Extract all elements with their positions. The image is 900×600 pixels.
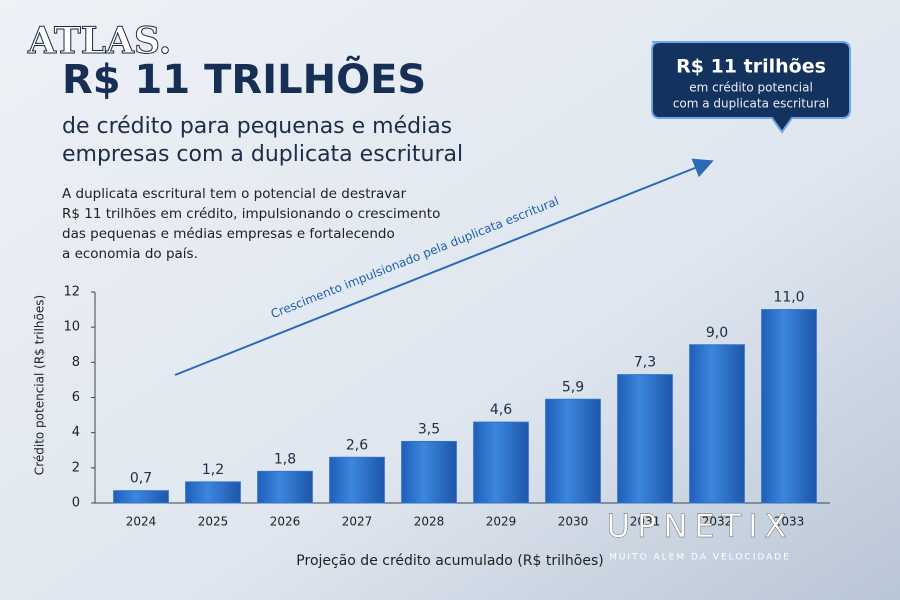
callout-line: em crédito potencial (689, 81, 813, 95)
x-tick-label: 2033 (774, 515, 805, 529)
y-axis-label: Crédito potencial (R$ trilhões) (33, 295, 47, 475)
value-label: 4,6 (490, 402, 512, 418)
watermark-tagline: MUITO ALÉM DA VELOCIDADE (609, 551, 791, 563)
plot: 0 2 4 6 8 10 12 2024 0,7 2025 1,2 2026 1,8 2027 2,6 202… (63, 285, 817, 529)
value-label: 0,7 (130, 471, 152, 487)
bar (257, 470, 313, 504)
y-tick-label: 8 (72, 355, 80, 370)
x-tick-label: 2032 (702, 515, 733, 529)
bar (473, 421, 529, 504)
trend-arrow (174, 158, 714, 376)
value-label: 1,2 (202, 462, 224, 478)
callout-title: R$ 11 trilhões (676, 56, 826, 78)
x-tick-label: 2024 (126, 515, 157, 529)
subtitle-line: de crédito para pequenas e médias (62, 114, 452, 139)
bar (545, 398, 601, 504)
callout-line: com a duplicata escritural (673, 97, 829, 111)
logo: ATLAS. (27, 20, 171, 62)
x-tick-label: 2029 (486, 515, 517, 529)
bar (329, 456, 385, 504)
x-tick-label: 2031 (630, 515, 661, 529)
bar (689, 344, 745, 504)
y-tick-label: 10 (63, 320, 80, 335)
paragraph-line: a economia do país. (62, 246, 198, 262)
bar (617, 374, 673, 504)
y-tick-label: 6 (72, 390, 80, 405)
callout-box (651, 41, 851, 134)
callout: R$ 11 trilhões em crédito potencial com … (651, 41, 851, 134)
watermark: UPNETIX (607, 507, 794, 545)
x-tick-label: 2026 (270, 515, 301, 529)
value-label: 1,8 (274, 451, 296, 467)
x-axis-label: Projeção de crédito acumulado (R$ trilhõ… (296, 553, 603, 569)
x-tick-label: 2028 (414, 515, 445, 529)
bar (761, 309, 817, 504)
y-tick-label: 12 (63, 285, 80, 300)
bar (401, 440, 457, 504)
bar (185, 481, 241, 504)
x-tick-label: 2030 (558, 515, 589, 529)
y-tick-label: 2 (72, 460, 80, 475)
bar (113, 490, 169, 504)
value-label: 3,5 (418, 421, 440, 437)
value-label: 5,9 (562, 379, 584, 395)
y-tick-label: 4 (72, 425, 80, 440)
x-tick-label: 2027 (342, 515, 373, 529)
value-label: 11,0 (773, 290, 804, 306)
paragraph: A duplicata escritural tem o potencial d… (62, 186, 440, 262)
value-label: 7,3 (634, 355, 656, 371)
x-tick-label: 2025 (198, 515, 229, 529)
subtitle-line: empresas com a duplicata escritural (62, 142, 463, 167)
y-tick-label: 0 (72, 496, 80, 511)
value-label: 9,0 (706, 325, 728, 341)
paragraph-line: das pequenas e médias empresas e fortale… (62, 226, 395, 242)
headline: R$ 11 TRILHÕES (62, 55, 426, 103)
value-label: 2,6 (346, 437, 368, 453)
paragraph-line: R$ 11 trilhões em crédito, impulsionando… (62, 206, 440, 222)
paragraph-line: A duplicata escritural tem o potencial d… (62, 186, 407, 202)
